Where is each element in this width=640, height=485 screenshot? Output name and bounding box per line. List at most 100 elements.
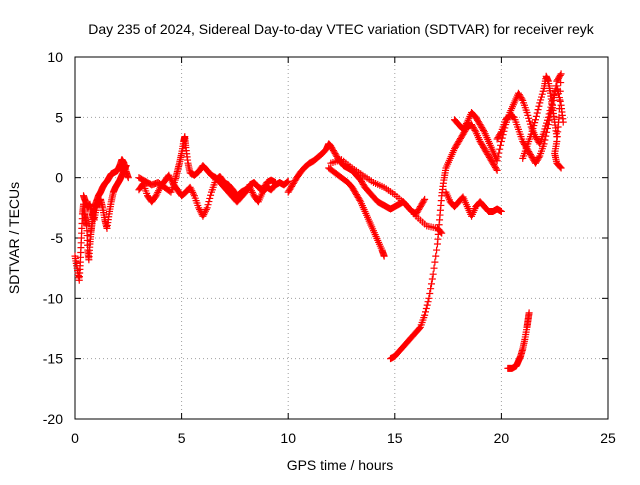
data-point: [557, 70, 565, 78]
series-track-morning-b: [135, 133, 279, 206]
data-point: [427, 285, 435, 293]
series-track-drop: [387, 121, 501, 363]
x-tick-label: 15: [387, 430, 403, 446]
data-point: [186, 183, 194, 191]
y-tick-label: -5: [51, 230, 64, 246]
data-point: [471, 126, 479, 134]
data-point: [205, 198, 213, 206]
data-point: [283, 178, 291, 186]
data-point: [497, 207, 505, 215]
data-point: [154, 188, 162, 196]
y-tick-label: 10: [47, 49, 63, 65]
data-point: [165, 171, 173, 179]
data-point: [427, 280, 435, 288]
data-point: [479, 126, 487, 134]
data-points: [71, 70, 567, 372]
data-point: [532, 116, 540, 124]
x-tick-labels: 0 5 10 15 20 25: [71, 430, 616, 446]
data-point: [493, 157, 501, 165]
data-point: [271, 178, 279, 186]
data-point: [556, 96, 564, 104]
data-point: [540, 140, 548, 148]
data-point: [429, 270, 437, 278]
data-point: [424, 298, 432, 306]
y-tick-label: -15: [43, 351, 63, 367]
y-axis-label: SDTVAR / TECUs: [6, 182, 22, 294]
data-point: [200, 211, 208, 219]
data-point: [543, 124, 551, 132]
data-point: [557, 79, 565, 87]
series-track-early-b: [80, 162, 130, 232]
data-point: [518, 95, 526, 103]
data-point: [535, 153, 543, 161]
data-point: [432, 252, 440, 260]
data-point: [190, 190, 198, 198]
data-point: [282, 179, 290, 187]
series-track-afternoon: [442, 188, 505, 220]
data-point: [416, 324, 424, 332]
grid: [75, 57, 608, 419]
data-point: [495, 149, 503, 157]
data-point: [556, 163, 564, 171]
x-axis-label: GPS time / hours: [287, 457, 394, 473]
y-tick-label: -20: [43, 411, 63, 427]
x-tick-label: 25: [600, 430, 616, 446]
data-point: [542, 132, 550, 140]
data-point: [122, 162, 130, 170]
data-point: [541, 136, 549, 144]
data-point: [431, 258, 439, 266]
data-point: [202, 206, 210, 214]
y-tick-labels: -20 -15 -10 -5 0 5 10: [43, 49, 63, 427]
data-point: [166, 173, 174, 181]
data-point: [552, 82, 560, 90]
data-point: [356, 196, 364, 204]
data-point: [535, 102, 543, 110]
data-point: [248, 188, 256, 196]
data-point: [557, 164, 565, 172]
data-point: [201, 207, 209, 215]
data-point: [462, 120, 470, 128]
data-point: [555, 105, 563, 113]
data-point: [152, 192, 160, 200]
data-point: [493, 166, 501, 174]
data-point: [532, 112, 540, 120]
data-point: [196, 206, 204, 214]
data-point: [492, 165, 500, 173]
series-track-late-b: [519, 72, 561, 162]
data-point: [494, 153, 502, 161]
series-track-midday-b: [325, 164, 388, 260]
data-point: [420, 197, 428, 205]
data-point: [188, 187, 196, 195]
data-point: [497, 129, 505, 137]
data-point: [421, 311, 429, 319]
series-track-early: [71, 156, 132, 284]
data-point: [556, 71, 564, 79]
data-point: [421, 195, 429, 203]
data-point: [204, 201, 212, 209]
x-tick-label: 10: [280, 430, 296, 446]
x-tick-label: 5: [178, 430, 186, 446]
data-point: [534, 106, 542, 114]
data-point: [195, 204, 203, 212]
series-track-midday: [284, 140, 429, 218]
y-tick-label: -10: [43, 290, 63, 306]
data-point: [544, 121, 552, 129]
axis-ticks: [74, 56, 609, 420]
data-point: [425, 294, 433, 302]
data-point: [201, 209, 209, 217]
series-track-afternoon-b: [450, 82, 567, 165]
data-point: [545, 117, 553, 125]
data-point: [428, 275, 436, 283]
data-point: [207, 191, 215, 199]
data-point: [422, 304, 430, 312]
plot-frame: [74, 56, 609, 420]
x-tick-label: 0: [71, 430, 79, 446]
data-point: [380, 252, 388, 260]
data-point: [423, 301, 431, 309]
data-point: [284, 177, 292, 185]
data-point: [533, 109, 541, 117]
data-point: [556, 87, 564, 95]
data-point: [497, 141, 505, 149]
